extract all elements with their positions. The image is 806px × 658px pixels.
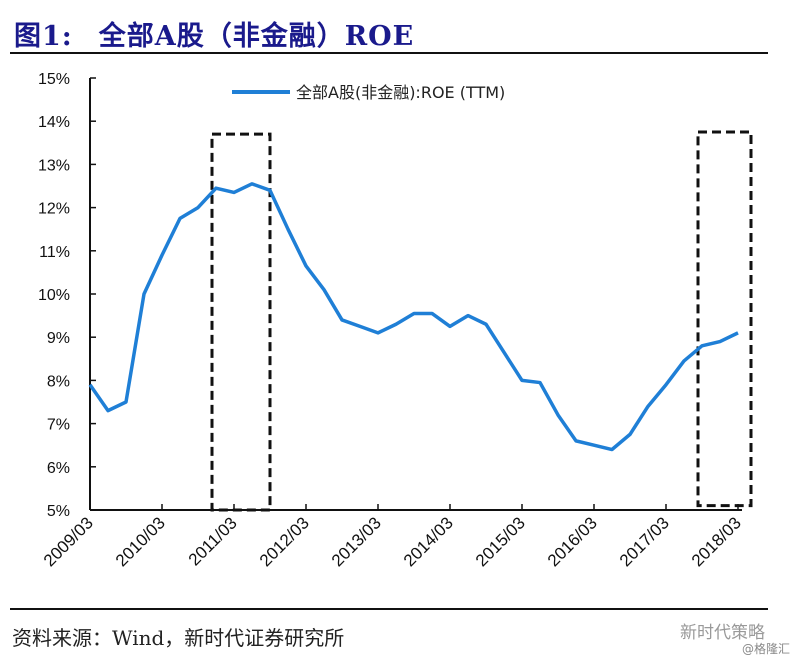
x-tick-label: 2016/03 <box>544 513 601 570</box>
roe-line-chart: 5% 6% 7% 8% 9% 10% 11% 12% 13% 14% 15% 2009/03 2010/… <box>38 71 753 570</box>
x-tick-label: 2011/03 <box>185 513 241 569</box>
y-tick-label: 7% <box>47 417 70 434</box>
x-tick-label: 2009/03 <box>40 513 97 570</box>
y-tick-label: 14% <box>38 114 70 131</box>
watermark: 新时代策略 <box>680 623 765 643</box>
x-tick-label: 2017/03 <box>616 513 673 570</box>
highlight-box <box>696 130 753 508</box>
figure-title: 全部A股（非金融）ROE <box>98 21 415 52</box>
y-tick-label: 10% <box>38 287 70 304</box>
highlight-box <box>210 132 272 512</box>
chart-title: 图1: 全部A股（非金融）ROE <box>14 14 414 53</box>
x-tick-label: 2015/03 <box>472 513 529 570</box>
source-note: 资料来源：Wind，新时代证券研究所 <box>12 626 345 650</box>
y-tick-label: 13% <box>38 157 70 174</box>
y-tick-label: 11% <box>39 244 70 261</box>
footer-rule <box>10 608 768 610</box>
y-tick-label: 12% <box>38 201 70 218</box>
y-tick-label: 5% <box>47 503 70 520</box>
x-tick-label: 2013/03 <box>328 513 385 570</box>
figure-label: 图1: <box>14 21 73 52</box>
series-line <box>88 182 739 452</box>
y-tick-label: 15% <box>38 71 70 88</box>
title-rule <box>10 52 768 54</box>
x-tick-label: 2010/03 <box>112 513 169 570</box>
legend-label: 全部A股(非金融):ROE (TTM) <box>296 83 505 102</box>
x-tick-label: 2012/03 <box>256 513 313 570</box>
y-tick-label: 9% <box>47 330 70 347</box>
x-tick-label: 2018/03 <box>688 513 745 570</box>
credit: @格隆汇 <box>742 642 791 656</box>
x-tick-label: 2014/03 <box>400 513 457 570</box>
y-tick-label: 8% <box>47 373 70 390</box>
y-tick-label: 6% <box>47 460 70 477</box>
